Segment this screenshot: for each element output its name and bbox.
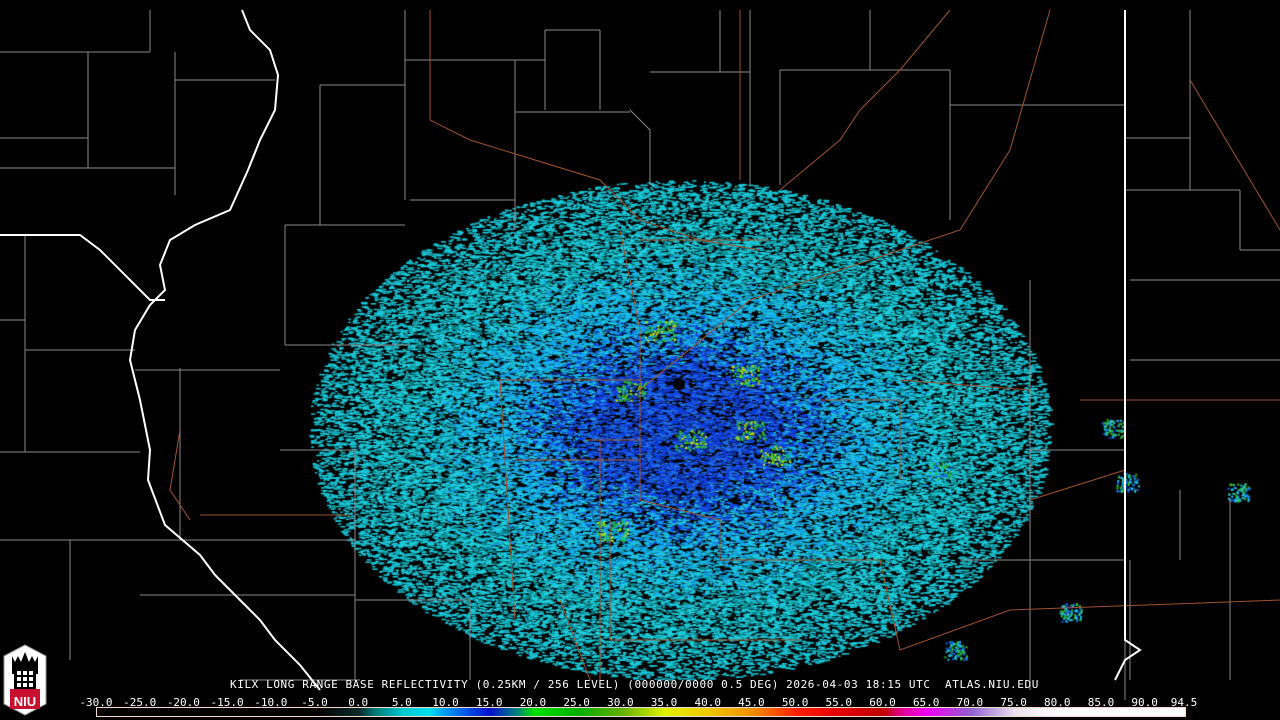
colorbar-label: 0.0 xyxy=(348,696,369,709)
colorbar-label: 20.0 xyxy=(519,696,547,709)
radar-site-marker xyxy=(673,378,685,390)
colorbar-label: 90.0 xyxy=(1131,696,1158,709)
colorbar-label: 35.0 xyxy=(650,696,678,709)
colorbar-label: -15.0 xyxy=(210,696,244,709)
colorbar-label: -5.0 xyxy=(301,696,328,709)
colorbar-label: 25.0 xyxy=(563,696,590,709)
svg-text:NIU: NIU xyxy=(14,694,36,709)
colorbar-label: 80.0 xyxy=(1044,696,1071,709)
colorbar-label: -25.0 xyxy=(123,696,157,709)
colorbar-label: 60.0 xyxy=(869,696,896,709)
highway-lines xyxy=(169,9,1280,681)
state-lines xyxy=(0,9,1142,691)
colorbar-label: 45.0 xyxy=(738,696,765,709)
colorbar xyxy=(96,707,1186,717)
colorbar-label: 30.0 xyxy=(607,696,634,709)
colorbar-label: -30.0 xyxy=(79,696,113,709)
colorbar-label: 10.0 xyxy=(432,696,459,709)
colorbar-label: -20.0 xyxy=(166,696,200,709)
niu-logo: NIU xyxy=(3,644,47,716)
colorbar-label: 50.0 xyxy=(781,696,809,709)
colorbar-label: -10.0 xyxy=(254,696,288,709)
colorbar-label: 5.0 xyxy=(391,696,412,709)
colorbar-labels: -30.0 -25.0 -20.0 -15.0 -10.0 -5.0 0.0 5.0 10.0 1… xyxy=(79,696,1197,709)
county-lines xyxy=(0,10,1280,700)
colorbar-label: 40.0 xyxy=(694,696,721,709)
colorbar-label: 85.0 xyxy=(1087,696,1115,709)
colorbar-label: 94.5 xyxy=(1170,696,1198,709)
colorbar-label: 70.0 xyxy=(956,696,984,709)
colorbar-label: 75.0 xyxy=(1000,696,1027,709)
colorbar-label: 65.0 xyxy=(912,696,940,709)
colorbar-label: 55.0 xyxy=(825,696,853,709)
product-caption: KILX LONG RANGE BASE REFLECTIVITY (0.25K… xyxy=(230,678,1039,691)
colorbar-label: 15.0 xyxy=(476,696,503,709)
